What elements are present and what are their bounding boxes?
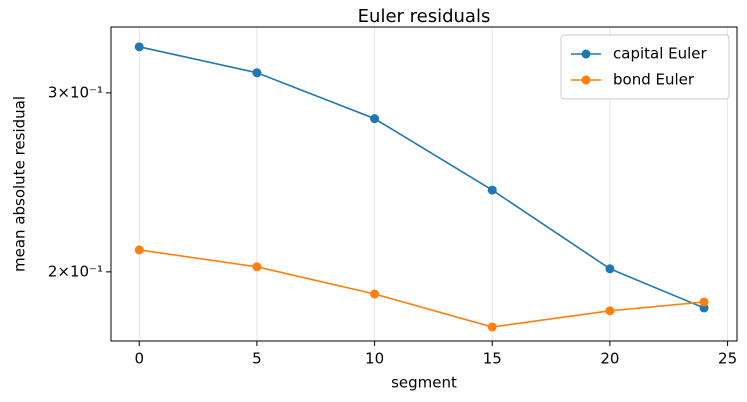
point [252,68,262,78]
point [134,42,144,52]
legend-label: capital Euler [613,45,708,63]
point [605,306,615,316]
legend-marker [581,49,591,59]
x-tick-label: 0 [134,350,144,368]
series-line [139,46,705,309]
point [370,289,380,299]
y-tick-label: 2×10⁻¹ [48,262,103,280]
plot-frame [110,26,738,342]
x-tick-label: 10 [365,350,384,368]
y-axis-label: mean absolute residual [11,96,29,272]
x-tick-label: 25 [718,350,737,368]
point [134,245,144,255]
legend-label: bond Euler [613,71,695,89]
x-tick-label: 5 [252,350,262,368]
point [252,262,262,272]
series-line [139,249,705,328]
chart-title: Euler residuals [358,6,491,27]
x-tick-label: 20 [600,350,619,368]
point [487,185,497,195]
legend-marker [581,75,591,85]
point [699,297,709,307]
x-axis-label: segment [391,374,457,392]
point [370,114,380,124]
point [605,264,615,274]
point [487,322,497,332]
legend-box [560,34,730,100]
legend: capital Euler bond Euler [560,34,730,100]
x-tick-label: 15 [483,350,502,368]
y-tick-label: 3×10⁻¹ [48,83,103,101]
